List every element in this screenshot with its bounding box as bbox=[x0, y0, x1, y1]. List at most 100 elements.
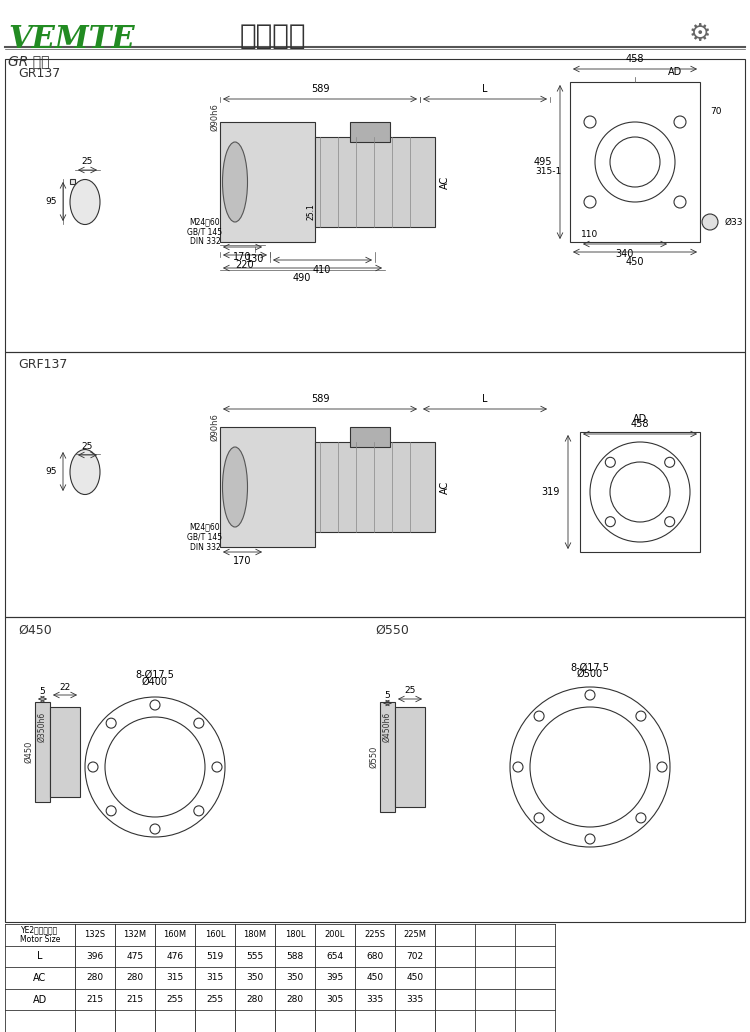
Ellipse shape bbox=[70, 450, 100, 494]
Text: M24深60: M24深60 bbox=[190, 522, 220, 531]
Text: 5: 5 bbox=[39, 687, 45, 696]
Bar bbox=[5, 352, 745, 617]
Text: 458: 458 bbox=[631, 419, 650, 429]
Text: 495: 495 bbox=[533, 157, 552, 167]
Bar bbox=[70, 179, 75, 184]
Text: GR137: GR137 bbox=[18, 67, 60, 80]
Text: 25: 25 bbox=[81, 157, 93, 166]
Bar bbox=[350, 122, 390, 142]
Text: 255: 255 bbox=[166, 995, 184, 1004]
Text: DIN 332: DIN 332 bbox=[190, 543, 220, 551]
Text: 170: 170 bbox=[232, 252, 251, 262]
Text: 160M: 160M bbox=[164, 930, 187, 939]
Text: AC: AC bbox=[33, 973, 46, 983]
Text: 305: 305 bbox=[326, 995, 344, 1004]
Text: Ø550: Ø550 bbox=[375, 624, 409, 637]
Text: 335: 335 bbox=[406, 995, 424, 1004]
Bar bbox=[5, 617, 745, 922]
Text: AD: AD bbox=[33, 995, 47, 1004]
Bar bbox=[315, 137, 435, 227]
Bar bbox=[570, 82, 700, 241]
Text: Ø450h6: Ø450h6 bbox=[382, 712, 392, 742]
Text: 8-Ø17.5: 8-Ø17.5 bbox=[136, 670, 175, 680]
Text: 450: 450 bbox=[626, 257, 644, 267]
Text: 215: 215 bbox=[86, 995, 104, 1004]
Text: 280: 280 bbox=[286, 995, 304, 1004]
Text: Ø450: Ø450 bbox=[24, 741, 33, 764]
Bar bbox=[580, 432, 700, 552]
Text: GRF137: GRF137 bbox=[18, 358, 68, 370]
Bar bbox=[350, 427, 390, 447]
Text: AC: AC bbox=[440, 175, 450, 189]
Text: 340: 340 bbox=[616, 249, 634, 259]
Text: 335: 335 bbox=[366, 995, 383, 1004]
Text: 450: 450 bbox=[367, 973, 383, 982]
Text: 180L: 180L bbox=[285, 930, 305, 939]
Text: 70: 70 bbox=[710, 107, 722, 117]
Text: L: L bbox=[482, 84, 488, 94]
Text: 22: 22 bbox=[59, 683, 70, 692]
Bar bbox=[50, 707, 80, 797]
Text: 519: 519 bbox=[206, 952, 224, 961]
Text: 5: 5 bbox=[384, 691, 390, 700]
Text: ⚙: ⚙ bbox=[688, 22, 711, 46]
Text: 555: 555 bbox=[246, 952, 264, 961]
Text: 350: 350 bbox=[286, 973, 304, 982]
Text: 589: 589 bbox=[310, 84, 329, 94]
Bar bbox=[220, 427, 315, 547]
Text: 654: 654 bbox=[326, 952, 344, 961]
Text: 280: 280 bbox=[86, 973, 104, 982]
Text: 319: 319 bbox=[542, 487, 560, 497]
Bar bbox=[380, 702, 395, 812]
Ellipse shape bbox=[223, 447, 248, 527]
Text: 395: 395 bbox=[326, 973, 344, 982]
Text: 25: 25 bbox=[404, 686, 416, 695]
Text: 25.1: 25.1 bbox=[307, 203, 316, 221]
Text: 350: 350 bbox=[246, 973, 264, 982]
Text: 588: 588 bbox=[286, 952, 304, 961]
Text: Ø550: Ø550 bbox=[369, 746, 378, 768]
Text: 8-Ø17.5: 8-Ø17.5 bbox=[571, 663, 610, 673]
Text: 180M: 180M bbox=[244, 930, 266, 939]
Bar bbox=[315, 442, 435, 533]
Ellipse shape bbox=[223, 142, 248, 222]
Text: L: L bbox=[482, 394, 488, 404]
Text: 458: 458 bbox=[626, 54, 644, 64]
Text: 225S: 225S bbox=[364, 930, 386, 939]
Bar bbox=[220, 122, 315, 241]
Text: 215: 215 bbox=[127, 995, 143, 1004]
Ellipse shape bbox=[70, 180, 100, 225]
Bar bbox=[35, 702, 50, 802]
Text: 315: 315 bbox=[166, 973, 184, 982]
Text: VEMTE: VEMTE bbox=[8, 24, 135, 55]
Text: 280: 280 bbox=[127, 973, 143, 982]
Bar bbox=[395, 707, 425, 807]
Text: 220: 220 bbox=[236, 260, 254, 270]
Text: 170: 170 bbox=[232, 556, 251, 566]
Text: 396: 396 bbox=[86, 952, 104, 961]
Text: 315: 315 bbox=[206, 973, 224, 982]
Text: 25: 25 bbox=[81, 442, 93, 451]
Bar bbox=[5, 59, 745, 352]
Text: 475: 475 bbox=[127, 952, 143, 961]
Text: 589: 589 bbox=[310, 394, 329, 404]
Text: 255: 255 bbox=[206, 995, 224, 1004]
Text: 160L: 160L bbox=[205, 930, 225, 939]
Text: 130: 130 bbox=[246, 254, 264, 264]
Text: 132S: 132S bbox=[85, 930, 106, 939]
Circle shape bbox=[702, 214, 718, 230]
Text: 132M: 132M bbox=[124, 930, 146, 939]
Text: GR 系列: GR 系列 bbox=[8, 54, 50, 68]
Text: Ø90h6: Ø90h6 bbox=[210, 413, 219, 441]
Text: 110: 110 bbox=[581, 230, 598, 239]
Text: YE2电机机座号
Motor Size: YE2电机机座号 Motor Size bbox=[20, 925, 60, 944]
Text: Ø90h6: Ø90h6 bbox=[210, 103, 219, 131]
Text: 490: 490 bbox=[292, 273, 311, 283]
Text: 680: 680 bbox=[366, 952, 383, 961]
Text: AD: AD bbox=[668, 67, 682, 77]
Text: L: L bbox=[38, 952, 43, 962]
Text: Ø450: Ø450 bbox=[18, 624, 52, 637]
Text: 476: 476 bbox=[166, 952, 184, 961]
Text: 95: 95 bbox=[46, 467, 57, 477]
Text: 450: 450 bbox=[406, 973, 424, 982]
